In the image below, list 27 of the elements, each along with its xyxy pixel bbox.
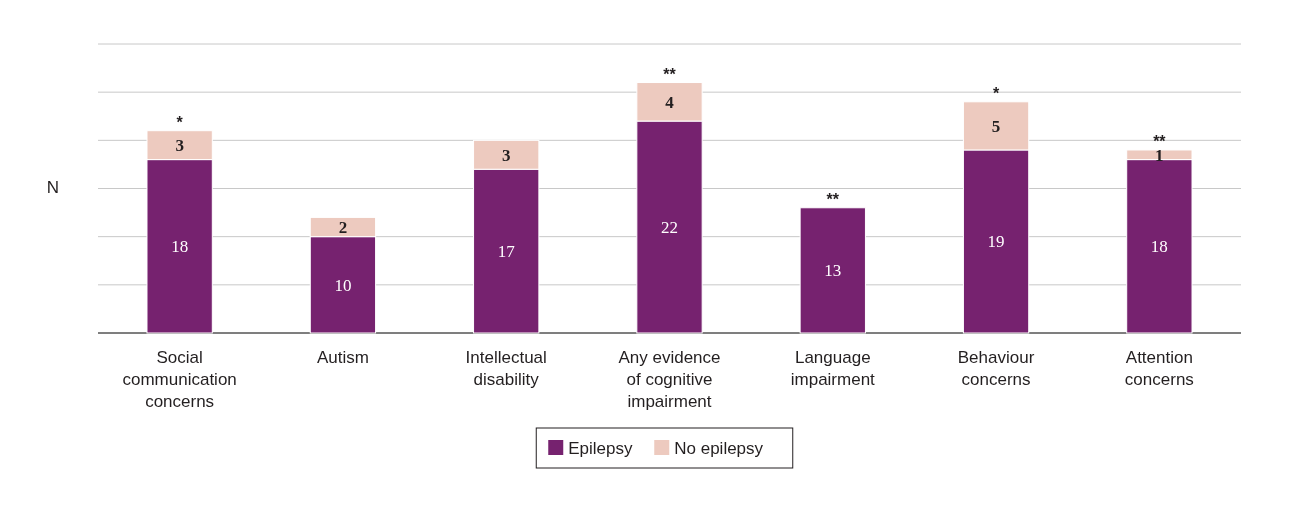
data-label: 2	[338, 217, 348, 237]
data-label: 18	[1150, 237, 1168, 257]
x-tick-label: Social communication concerns	[122, 348, 237, 411]
data-label: 3	[175, 136, 184, 156]
data-label: 19	[987, 232, 1005, 252]
legend-label: Epilepsy	[568, 438, 634, 458]
x-tick-label: Intellectual disability	[465, 348, 547, 389]
data-label: 3	[501, 145, 511, 165]
data-label: 17	[497, 242, 516, 262]
annotation: **	[826, 190, 840, 208]
x-tick-label: Any evidence of cognitive impairment	[618, 348, 721, 411]
data-label: 18	[171, 237, 189, 257]
data-label: 22	[661, 217, 678, 237]
bar	[799, 207, 866, 334]
annotation: *	[176, 113, 184, 131]
data-label: 5	[991, 116, 1001, 136]
annotation: *	[992, 84, 1000, 102]
x-tick-label: Attention concerns	[1124, 348, 1194, 389]
legend-label: No epilepsy	[674, 438, 764, 458]
data-label: 13	[824, 261, 842, 281]
annotation: **	[663, 65, 677, 83]
data-label: 10	[334, 275, 352, 295]
data-label: 4	[665, 92, 675, 112]
x-tick-label: Language impairment	[790, 348, 876, 389]
x-tick-label: Autism	[316, 348, 369, 367]
y-axis-title: N	[46, 177, 60, 197]
x-tick-label: Behaviour concerns	[957, 348, 1035, 389]
